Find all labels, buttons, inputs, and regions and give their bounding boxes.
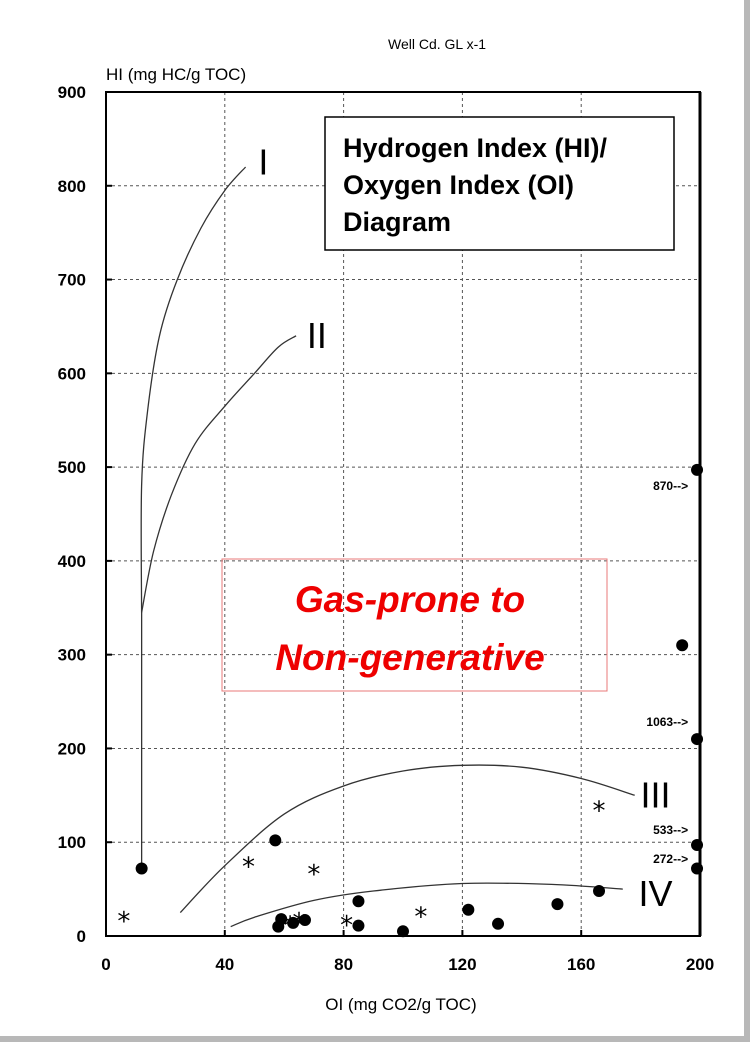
y-axis-title: HI (mg HC/g TOC) [106, 65, 246, 84]
x-tick-label: 200 [686, 955, 714, 974]
inset-title-line: Hydrogen Index (HI)/ [343, 133, 608, 163]
y-tick-label: 900 [58, 83, 86, 102]
x-tick-label: 40 [215, 955, 234, 974]
data-point-star: * [117, 907, 130, 937]
y-tick-label: 400 [58, 552, 86, 571]
kerogen-curve [230, 882, 623, 928]
value-annotation: 1063--> [646, 715, 688, 729]
value-annotation: 272--> [653, 852, 688, 866]
kerogen-curve [179, 764, 635, 914]
x-tick-label: 0 [101, 955, 110, 974]
data-point-circle [352, 895, 365, 908]
data-point-star: * [340, 911, 353, 941]
data-point-star: * [284, 912, 297, 942]
data-point-circle [397, 925, 409, 938]
y-tick-label: 600 [58, 364, 86, 383]
data-point-star: * [242, 853, 255, 883]
data-point-circle [691, 862, 704, 875]
kerogen-curve-label: I [258, 141, 268, 182]
data-point-circle [593, 884, 606, 897]
y-tick-label: 300 [58, 646, 86, 665]
data-point-circle [275, 913, 288, 926]
y-tick-label: 100 [58, 833, 86, 852]
x-axis-title: OI (mg CO2/g TOC) [325, 995, 476, 1014]
data-points: ** *** * ** [117, 463, 704, 942]
x-tick-label: 160 [567, 955, 595, 974]
kerogen-curve [140, 335, 297, 613]
data-point-circle [691, 733, 704, 746]
y-tick-label: 0 [77, 927, 86, 946]
tick-labels: 0 100 200 300 400 500 600 700 800 900 0 40 80 120 160 2… [58, 83, 715, 974]
data-point-circle [298, 914, 311, 927]
inset-title-box: Hydrogen Index (HI)/ Oxygen Index (OI) Dia… [324, 116, 675, 251]
data-point-star: * [293, 908, 306, 938]
kerogen-curve [140, 166, 247, 613]
zone-label-line: Non-generative [275, 637, 544, 678]
value-annotation: 870--> [653, 479, 688, 493]
inset-title-line: Diagram [343, 207, 451, 237]
y-tick-label: 700 [58, 271, 86, 290]
data-point-star: * [593, 796, 606, 826]
inset-box [324, 116, 675, 251]
zone-label-line: Gas-prone to [295, 579, 525, 620]
inset-title-line: Oxygen Index (OI) [343, 170, 574, 200]
x-tick-label: 120 [448, 955, 476, 974]
data-point-circle [287, 916, 300, 929]
zone-box [221, 558, 608, 692]
kerogen-curve-label: III [640, 774, 670, 815]
data-point-circle [269, 834, 282, 847]
data-point-circle [492, 917, 505, 930]
y-tick-label: 200 [58, 739, 86, 758]
chart-caption: Well Cd. GL x-1 [388, 36, 486, 52]
data-point-circle [135, 862, 148, 875]
data-point-circle [676, 639, 689, 652]
data-point-circle [691, 463, 704, 476]
x-tick-label: 80 [334, 955, 353, 974]
y-tick-label: 800 [58, 177, 86, 196]
data-point-circle [462, 903, 475, 916]
data-point-circle [691, 839, 704, 852]
kerogen-curve-label: II [307, 315, 327, 356]
data-point-star: * [414, 902, 427, 932]
y-tick-label: 500 [58, 458, 86, 477]
value-annotation: 533--> [653, 823, 688, 837]
data-point-circle [551, 898, 564, 911]
zone-label-box: Gas-prone to Non-generative [221, 558, 608, 692]
data-point-star: * [307, 860, 320, 890]
data-point-circle [352, 919, 365, 932]
annotations: 870--> 1063--> 533--> 272--> [646, 479, 688, 866]
kerogen-curve-label: IV [638, 873, 672, 914]
